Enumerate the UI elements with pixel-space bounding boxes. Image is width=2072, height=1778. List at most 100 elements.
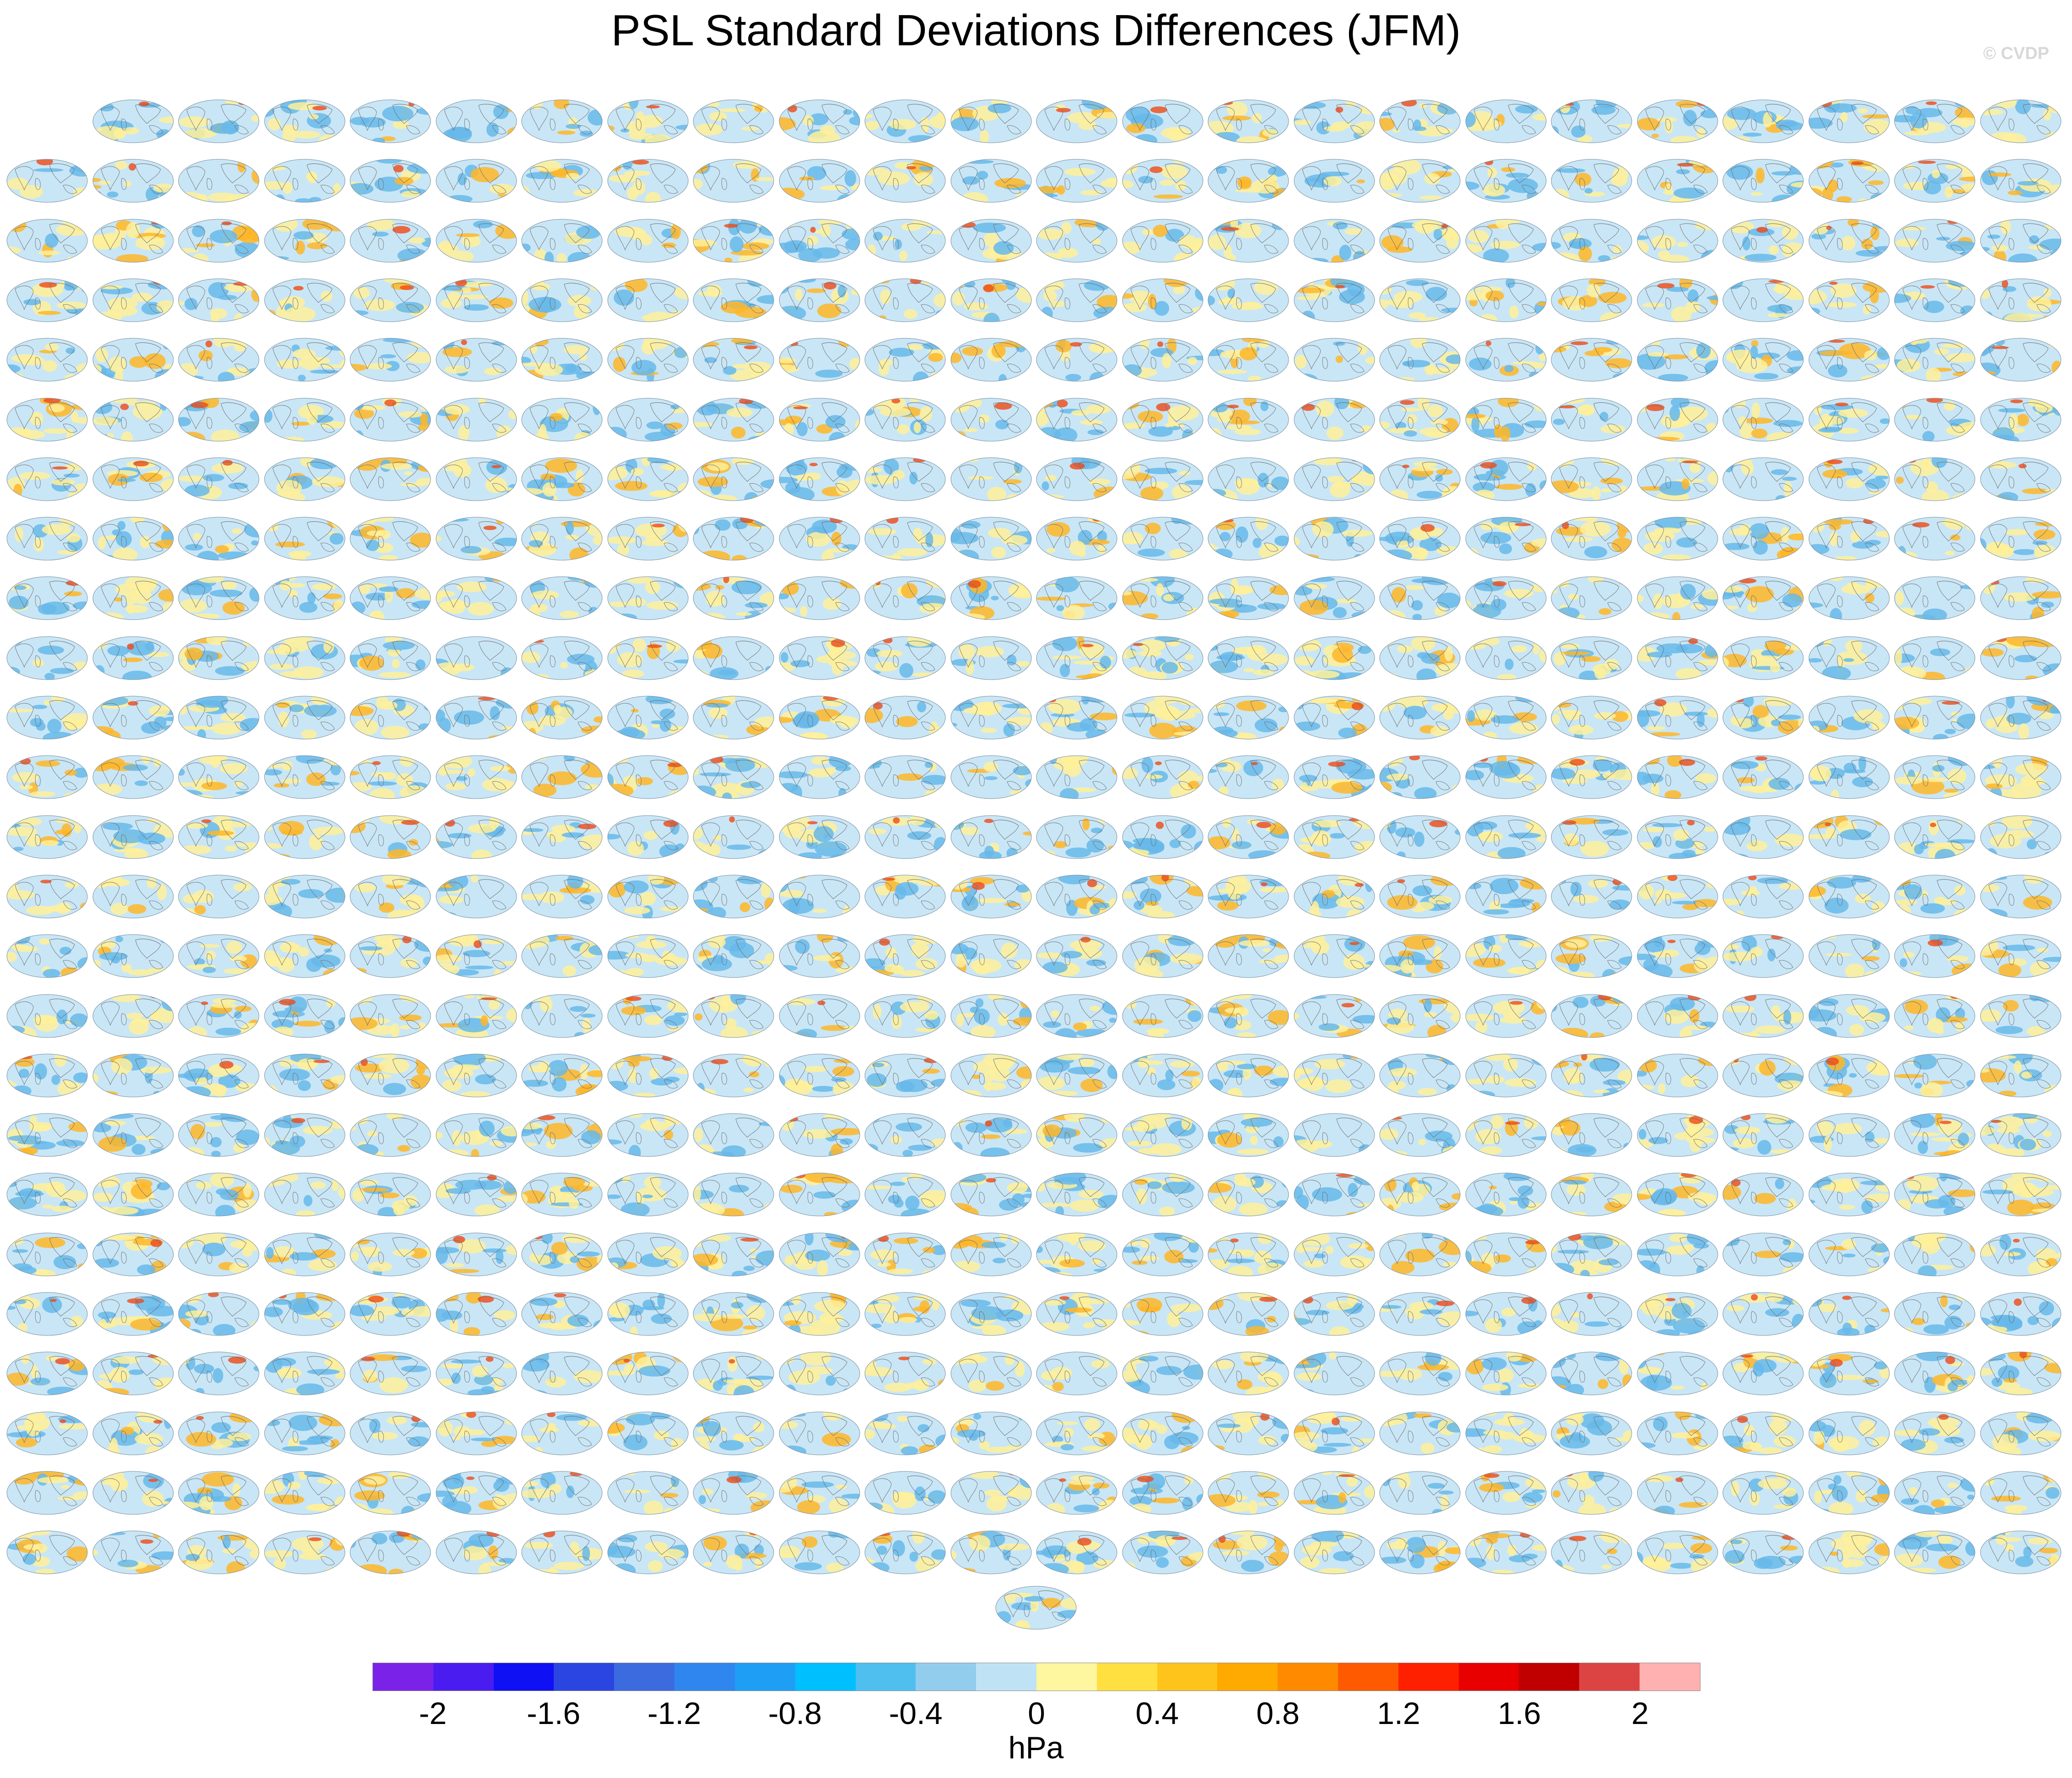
map-panel	[1122, 1463, 1204, 1516]
map-panel	[92, 211, 174, 264]
map-panel	[778, 151, 861, 204]
map-panel	[1293, 1165, 1376, 1217]
map-panel	[1293, 92, 1376, 144]
map-panel	[6, 449, 88, 502]
map-panel	[950, 986, 1032, 1039]
map-panel	[1550, 628, 1633, 681]
map-panel	[435, 151, 518, 204]
map-panel	[1293, 1046, 1376, 1098]
map-panel	[1808, 1344, 1890, 1396]
map-panel	[1465, 747, 1547, 800]
colorbar-swatch	[1640, 1663, 1700, 1691]
map-panel	[607, 867, 689, 919]
map-panel	[1636, 1046, 1719, 1098]
map-panel	[1122, 688, 1204, 740]
map-panel	[1636, 807, 1719, 860]
map-panel	[864, 807, 946, 860]
map-panel	[1808, 92, 1890, 144]
map-panel	[264, 1225, 346, 1277]
map-panel	[264, 807, 346, 860]
map-panel	[349, 807, 432, 860]
map-panel	[1808, 568, 1890, 621]
map-panel	[349, 1404, 432, 1456]
map-panel	[178, 688, 260, 740]
map-panel	[1293, 151, 1376, 204]
map-panel	[1722, 1046, 1804, 1098]
map-panel	[521, 1105, 603, 1158]
map-panel	[692, 1284, 775, 1337]
colorbar-tick-label: 1.6	[1498, 1696, 1541, 1731]
map-panel	[1293, 211, 1376, 264]
map-panel	[1894, 807, 1976, 860]
map-panel	[435, 1463, 518, 1516]
map-panel	[950, 688, 1032, 740]
map-panel	[607, 330, 689, 383]
map-panel	[521, 1404, 603, 1456]
map-panel	[1207, 1523, 1290, 1575]
map-panel	[1808, 1463, 1890, 1516]
map-panel	[435, 1165, 518, 1217]
map-panel	[1636, 330, 1719, 383]
map-panel	[1036, 1046, 1118, 1098]
map-panel	[1980, 1463, 2062, 1516]
map-panel	[1379, 926, 1461, 979]
map-panel	[1722, 688, 1804, 740]
map-panel	[1808, 509, 1890, 562]
map-panel	[1207, 628, 1290, 681]
colorbar-swatch	[1157, 1663, 1218, 1691]
map-panel	[1379, 1225, 1461, 1277]
map-panel	[1722, 1344, 1804, 1396]
map-panel	[1122, 568, 1204, 621]
map-panel	[1894, 1165, 1976, 1217]
map-panel	[1722, 1105, 1804, 1158]
map-panel	[1722, 449, 1804, 502]
map-panel	[864, 986, 946, 1039]
map-panel	[1808, 390, 1890, 443]
map-panel	[1379, 211, 1461, 264]
map-panel	[1036, 449, 1118, 502]
map-panel	[92, 330, 174, 383]
map-panel	[6, 1165, 88, 1217]
map-panel	[92, 1165, 174, 1217]
map-panel	[864, 92, 946, 144]
map-panel	[1980, 1105, 2062, 1158]
map-panel	[778, 509, 861, 562]
map-panel	[1379, 330, 1461, 383]
map-panel	[1465, 509, 1547, 562]
map-panel	[1980, 568, 2062, 621]
map-panel	[1036, 867, 1118, 919]
map-panel	[521, 926, 603, 979]
map-panel	[1636, 449, 1719, 502]
map-panel	[692, 1046, 775, 1098]
map-panel	[349, 926, 432, 979]
map-panel	[1122, 1404, 1204, 1456]
map-panel	[1894, 688, 1976, 740]
map-panel	[1894, 1463, 1976, 1516]
map-panel	[1636, 867, 1719, 919]
map-panel	[1894, 926, 1976, 979]
map-panel	[435, 211, 518, 264]
map-panel	[1465, 1105, 1547, 1158]
map-panel	[1465, 1284, 1547, 1337]
map-panel	[1465, 330, 1547, 383]
map-panel	[1036, 1284, 1118, 1337]
map-panel	[1293, 1105, 1376, 1158]
map-panel	[1894, 1046, 1976, 1098]
map-panel	[1980, 867, 2062, 919]
map-panel	[1980, 688, 2062, 740]
map-panel	[1550, 1404, 1633, 1456]
map-panel	[6, 1344, 88, 1396]
map-panel	[1636, 1523, 1719, 1575]
map-panel	[435, 568, 518, 621]
map-panel	[1980, 807, 2062, 860]
map-panel	[950, 1046, 1032, 1098]
map-panel	[1894, 867, 1976, 919]
map-panel	[1465, 1463, 1547, 1516]
map-panel	[92, 568, 174, 621]
map-panel	[1636, 1225, 1719, 1277]
map-panel	[1293, 1523, 1376, 1575]
map-panel	[864, 867, 946, 919]
map-panel	[92, 1404, 174, 1456]
map-panel	[692, 92, 775, 144]
